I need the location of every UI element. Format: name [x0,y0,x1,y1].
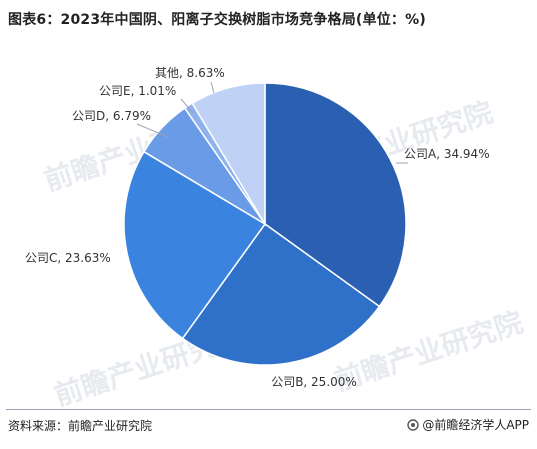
brand-label: @前瞻经济学人APP [422,418,529,432]
data-label-2: 公司C, 23.63% [25,251,111,265]
brand-logo-icon [407,418,420,431]
leader-line-4 [180,98,194,114]
leader-lines [136,81,408,164]
pie-slice-2 [123,150,267,340]
leader-line-5 [210,81,215,94]
data-label-0: 公司A, 34.94% [404,147,490,161]
data-labels: 公司A, 34.94% 公司B, 25.00% 公司C, 23.63% 公司D, 6.… [25,66,490,389]
pie-slice-5 [191,82,266,227]
leader-line-3 [136,123,169,138]
data-label-4: 公司E, 1.01% [99,84,176,98]
data-label-1: 公司B, 25.00% [271,375,357,389]
data-label-5: 其他, 8.63% [155,66,225,80]
pie-slice-0 [264,82,407,308]
pie-slice-1 [181,222,381,366]
source-note: 资料来源：前瞻产业研究院 [8,419,153,433]
pie-slices [123,82,407,366]
brand-credit: @前瞻经济学人APP [407,416,529,433]
chart-title: 图表6：2023年中国阴、阳离子交换树脂市场竞争格局(单位：%) [8,12,426,28]
footer-divider [6,409,531,410]
data-label-3: 公司D, 6.79% [72,109,151,123]
